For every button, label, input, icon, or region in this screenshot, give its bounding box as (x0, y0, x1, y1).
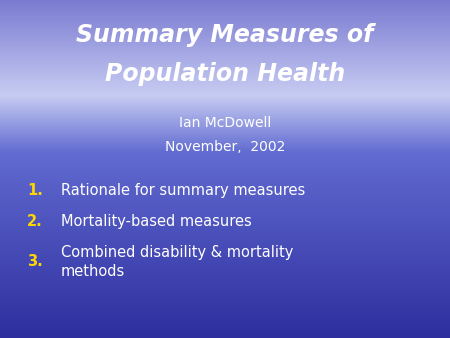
Text: Combined disability & mortality
methods: Combined disability & mortality methods (61, 245, 293, 279)
Text: Ian McDowell: Ian McDowell (179, 116, 271, 130)
Text: Summary Measures of: Summary Measures of (76, 23, 373, 48)
Text: Population Health: Population Health (105, 62, 345, 87)
Text: Rationale for summary measures: Rationale for summary measures (61, 184, 305, 198)
Text: November,  2002: November, 2002 (165, 140, 285, 154)
Text: Mortality-based measures: Mortality-based measures (61, 214, 252, 229)
Text: 3.: 3. (27, 255, 43, 269)
Text: 1.: 1. (27, 184, 43, 198)
Text: 2.: 2. (27, 214, 43, 229)
